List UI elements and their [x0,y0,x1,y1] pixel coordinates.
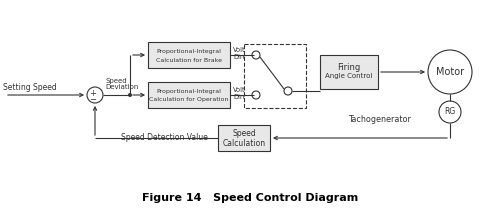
Text: RG: RG [444,107,456,116]
Circle shape [128,93,132,97]
Bar [148,42,230,68]
Text: Directive: Directive [233,54,263,60]
Text: +: + [90,89,96,99]
Text: Angle Control: Angle Control [326,73,372,79]
Text: Firing: Firing [338,62,360,72]
Text: −: − [90,95,96,104]
Text: Proportional-Integral: Proportional-Integral [156,89,222,95]
Text: Motor: Motor [436,67,464,77]
Text: Speed Detection Value: Speed Detection Value [121,134,208,142]
Text: Speed: Speed [232,130,256,138]
Text: Tachogenerator: Tachogenerator [348,115,412,124]
Bar [244,44,306,108]
Text: Setting Speed: Setting Speed [3,83,57,92]
Text: Calculation for Operation: Calculation for Operation [150,97,228,103]
Text: Directive: Directive [233,94,263,100]
Text: Proportional-Integral: Proportional-Integral [156,50,222,54]
Text: Speed: Speed [105,78,126,84]
Text: Voltage: Voltage [233,87,258,93]
Text: Calculation: Calculation [222,138,266,147]
Text: Voltage: Voltage [233,47,258,53]
Text: Calculation for Brake: Calculation for Brake [156,58,222,62]
Bar [148,82,230,108]
Bar [320,55,378,89]
Text: Figure 14   Speed Control Diagram: Figure 14 Speed Control Diagram [142,193,358,203]
Bar [218,125,270,151]
Text: Deviation: Deviation [105,84,138,90]
